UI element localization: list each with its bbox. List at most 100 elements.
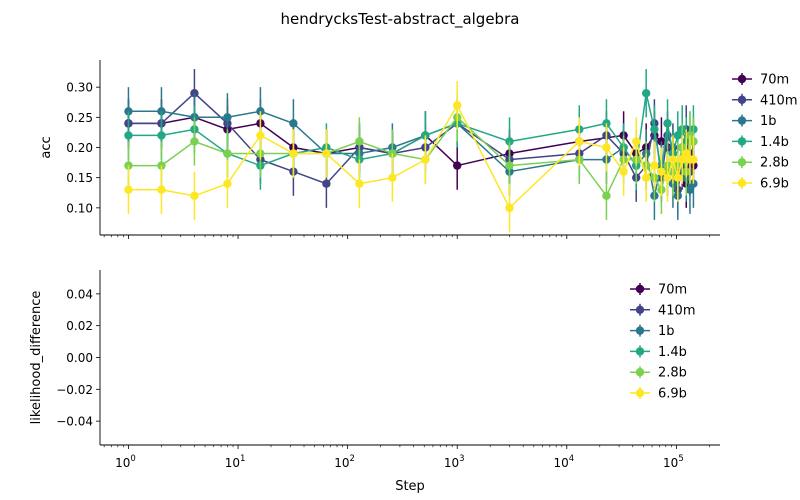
x-tick-label: 103 [444,454,465,470]
data-point [453,161,462,170]
x-tick-exponent: 1 [240,454,245,464]
series-6.9b [124,81,698,232]
x-tick-base: 10 [225,456,240,470]
data-point [223,149,232,158]
data-point [157,185,166,194]
y-tick-label: 0.30 [66,81,93,95]
y-tick-label: 0.04 [66,287,93,301]
acc-legend: 70m 410m 1b 1.4b 2.8b 6.9b [732,73,797,192]
legend-marker [635,326,645,335]
data-point [505,161,514,170]
y-tick-label: 0.20 [66,141,93,155]
x-tick-exponent: 5 [678,454,683,464]
legend-label: 70m [760,73,789,88]
data-point [289,149,298,158]
data-point [575,137,584,146]
data-point [289,119,298,128]
y-tick-label: −0.02 [56,383,93,397]
data-point [124,185,133,194]
legend-marker [737,74,747,84]
x-tick-exponent: 2 [350,454,355,464]
y-tick-label: 0.15 [66,171,93,185]
data-point [663,173,672,182]
y-tick-label: −0.04 [56,415,93,429]
data-point [322,149,331,158]
likelihood-y-axis-label: likelihood_difference [29,291,44,425]
data-point [619,167,628,176]
data-point [673,173,682,182]
legend-label: 1.4b [760,135,789,150]
data-point [663,119,672,128]
data-point [190,191,199,200]
data-point [355,179,364,188]
data-point [650,161,659,170]
x-axis-label: Step [395,479,425,494]
data-point [641,88,651,98]
y-tick-label: 0.10 [66,201,93,215]
y-tick-label: 0.25 [66,111,93,125]
data-point [190,137,199,146]
y-tick-label: 0.00 [66,351,93,365]
data-point [650,125,659,134]
data-point [632,137,641,146]
x-tick-label: 105 [663,454,684,470]
acc-x-ticks [103,235,710,239]
legend-marker [635,368,645,377]
x-tick-exponent: 4 [569,454,574,464]
x-tick-label: 102 [334,454,355,470]
data-point [602,191,611,200]
acc-y-axis-label: acc [39,136,54,158]
acc-plot-area [124,69,698,232]
legend-label: 1b [760,114,777,129]
data-point [355,137,364,146]
legend-marker [635,347,645,356]
legend-marker [635,388,645,398]
x-tick-base: 10 [334,456,349,470]
legend-label: 1.4b [658,345,687,360]
x-tick-base: 10 [444,456,459,470]
legend-label: 70m [658,283,687,298]
x-tick-base: 10 [553,456,568,470]
data-point [124,131,133,140]
legend-marker [737,158,747,167]
legend-marker [737,137,747,146]
legend-marker [635,284,645,294]
x-tick-label: 101 [225,454,246,470]
legend-label: 2.8b [760,156,789,171]
x-tick-label: 100 [115,454,136,470]
data-point [388,173,397,182]
likelihood-axes: −0.04−0.020.000.020.04 100 101 102 103 104 10… [29,270,720,494]
data-point [657,167,666,176]
legend-label: 6.9b [760,177,789,192]
acc-axes: 0.10 0.15 0.20 0.25 0.30 acc 70m 410m 1b 1.4b 2.… [39,60,797,239]
data-point [678,155,687,164]
legend-label: 6.9b [658,387,687,402]
figure-title: hendrycksTest-abstract_algebra [281,10,520,29]
data-point [602,143,611,152]
data-point [453,101,462,110]
legend-label: 410m [658,303,695,318]
data-point [668,155,678,164]
legend-marker [737,178,747,188]
data-point [421,155,430,164]
x-tick-exponent: 0 [130,454,135,464]
data-point [641,173,651,182]
data-point [505,203,514,213]
x-tick-base: 10 [115,456,130,470]
legend-marker [737,116,747,125]
data-point [157,131,166,140]
legend-label: 410m [760,93,797,108]
y-tick-label: 0.02 [66,319,93,333]
series-1.4b [124,69,698,196]
x-tick-base: 10 [663,456,678,470]
x-tick-exponent: 3 [459,454,464,464]
acc-y-ticks: 0.10 0.15 0.20 0.25 0.30 [66,81,100,215]
data-point [256,131,265,140]
data-point [673,131,682,140]
likelihood-legend: 70m 410m 1b 1.4b 2.8b 6.9b [630,283,695,402]
likelihood-y-ticks: −0.04 −0.02 0.00 0.02 0.04 [56,287,100,429]
x-tick-label: 104 [553,454,574,470]
data-point [689,155,698,164]
data-point [682,149,691,158]
